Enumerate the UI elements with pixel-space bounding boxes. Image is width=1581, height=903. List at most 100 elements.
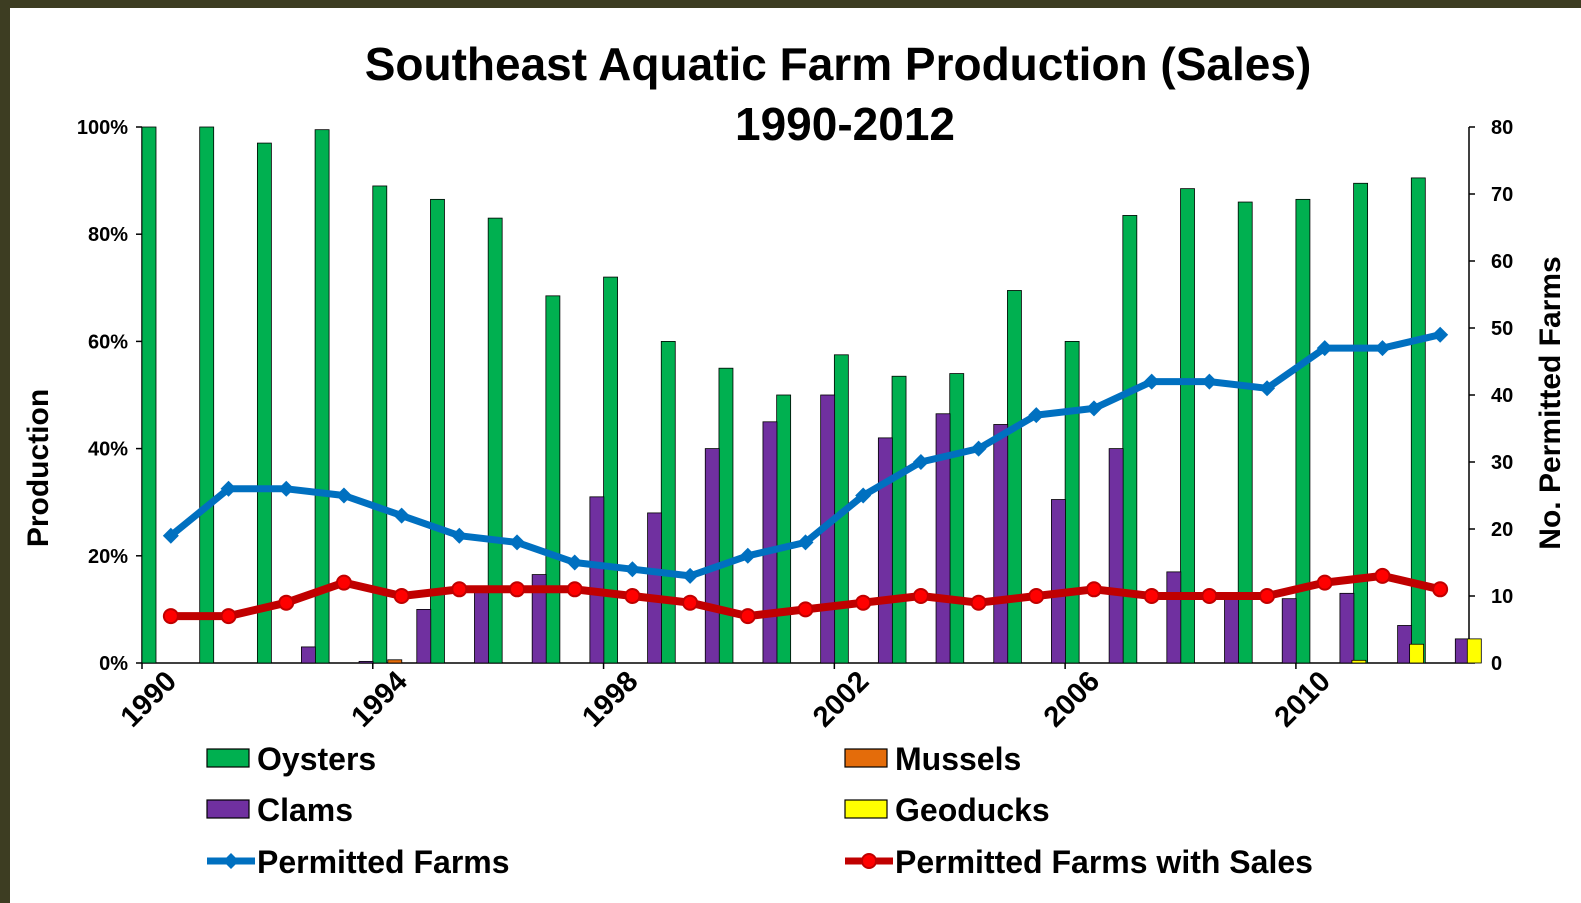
y-tick-label: 40% <box>88 439 128 461</box>
bar-clams <box>589 496 605 664</box>
bar-geoducks <box>1351 659 1367 664</box>
bar-oysters <box>372 185 388 664</box>
point-permitted-farms-with-sales <box>970 594 987 611</box>
bar-oysters <box>891 375 907 664</box>
point-permitted-farms-with-sales <box>739 608 756 625</box>
x-tick-label: 1990 <box>115 665 183 733</box>
point-permitted-farms <box>278 480 295 497</box>
y2-tick-label: 40 <box>1491 385 1513 407</box>
point-permitted-farms-with-sales <box>797 601 814 618</box>
bar-clams <box>1108 448 1124 664</box>
bar-clams <box>1339 592 1355 664</box>
bar-clams <box>993 424 1009 664</box>
bar-oysters <box>256 142 272 664</box>
chart-area: Southeast Aquatic Farm Production (Sales… <box>10 8 1581 903</box>
chart-svg: Southeast Aquatic Farm Production (Sales… <box>22 38 1567 880</box>
y2-tick-label: 60 <box>1491 251 1513 273</box>
point-permitted-farms <box>566 554 583 571</box>
legend-label-oysters: Oysters <box>257 741 376 777</box>
bar-mussels <box>387 659 403 664</box>
point-permitted-farms-with-sales <box>509 581 526 598</box>
point-permitted-farms-with-sales <box>1143 588 1160 604</box>
bar-oysters <box>545 295 561 664</box>
point-permitted-farms <box>1259 380 1276 397</box>
bar-clams <box>531 574 547 664</box>
point-permitted-farms-with-sales <box>912 588 929 604</box>
chart-title-line1: Southeast Aquatic Farm Production (Sales… <box>365 38 1312 90</box>
y2-tick-label: 70 <box>1491 184 1513 206</box>
y2-tick-label: 50 <box>1491 318 1513 340</box>
legend-label-clams: Clams <box>257 792 353 828</box>
bar-oysters <box>660 340 676 664</box>
point-permitted-farms-with-sales <box>1201 588 1218 604</box>
bar-clams <box>1051 499 1066 664</box>
point-permitted-farms <box>451 527 468 544</box>
y2-tick-label: 10 <box>1491 586 1513 608</box>
chart-title-line2: 1990-2012 <box>735 98 955 150</box>
bar-oysters <box>487 217 503 664</box>
point-permitted-farms <box>682 567 699 584</box>
bar-clams <box>358 660 374 664</box>
bar-oysters <box>1064 340 1080 664</box>
point-permitted-farms <box>1085 400 1102 417</box>
point-permitted-farms-with-sales <box>278 594 295 611</box>
bar-oysters <box>199 126 215 664</box>
legend-swatch-oysters <box>206 748 250 768</box>
point-permitted-farms-with-sales <box>1432 581 1449 598</box>
y2-tick-label: 20 <box>1491 519 1513 541</box>
bar-oysters <box>430 198 445 664</box>
point-permitted-farms <box>1374 340 1391 357</box>
bar-clams <box>474 587 489 664</box>
y2-tick-label: 0 <box>1491 653 1502 675</box>
y-tick-label: 60% <box>88 331 128 353</box>
point-permitted-farms <box>1028 407 1045 424</box>
point-permitted-farms <box>1143 373 1160 390</box>
point-permitted-farms-with-sales <box>393 588 410 604</box>
bar-geoducks <box>1409 643 1425 664</box>
point-permitted-farms <box>509 534 526 551</box>
x-tick-label: 1994 <box>345 665 413 733</box>
point-permitted-farms <box>1432 326 1449 343</box>
bar-clams <box>1281 598 1297 664</box>
point-permitted-farms <box>1316 340 1333 357</box>
legend-swatch-clams <box>206 799 250 819</box>
bar-oysters <box>1180 188 1195 664</box>
bar-oysters <box>1353 182 1369 664</box>
x-tick-label: 2010 <box>1269 665 1337 733</box>
y2-tick-label: 30 <box>1491 452 1513 474</box>
point-permitted-farms <box>335 487 352 504</box>
point-permitted-farms-with-sales <box>451 581 468 598</box>
point-permitted-farms-with-sales <box>624 588 641 604</box>
point-permitted-farms-with-sales <box>1374 567 1391 584</box>
y2-axis-label: No. Permitted Farms <box>1534 256 1567 549</box>
plot-area: 0% 20% 40% 60% 80% 100% 0 10 20 30 40 50 60 70 80 1990 1… <box>77 117 1513 734</box>
bar-clams <box>416 609 432 664</box>
point-permitted-farms <box>624 561 641 578</box>
legend-marker-permitted-farms-with-sales <box>861 853 877 869</box>
point-permitted-farms <box>393 507 410 524</box>
point-permitted-farms-with-sales <box>566 581 583 598</box>
bar-oysters <box>1410 177 1426 664</box>
point-permitted-farms <box>220 480 237 497</box>
legend-label-geoducks: Geoducks <box>895 792 1050 828</box>
point-permitted-farms-with-sales <box>1316 574 1333 591</box>
bar-clams <box>877 437 893 664</box>
legend-marker-permitted-farms <box>223 853 239 869</box>
point-permitted-farms <box>162 527 179 544</box>
point-permitted-farms-with-sales <box>855 594 872 611</box>
point-permitted-farms-with-sales <box>220 608 237 625</box>
bar-oysters <box>949 373 965 664</box>
bar-oysters <box>1007 290 1022 664</box>
point-permitted-farms <box>970 440 987 457</box>
point-permitted-farms <box>912 454 929 470</box>
bar-geoducks <box>1466 638 1482 664</box>
bar-oysters <box>1237 201 1253 664</box>
legend-swatch-mussels <box>844 748 888 768</box>
legend-label-mussels: Mussels <box>895 741 1021 777</box>
bar-clams <box>762 421 778 664</box>
legend: Oysters Mussels Clams Geoducks Permitted Far… <box>206 741 1313 880</box>
x-tick-label: 2006 <box>1038 665 1106 733</box>
y-tick-label: 20% <box>88 546 128 568</box>
bar-oysters <box>603 276 618 664</box>
y2-tick-label: 80 <box>1491 117 1513 139</box>
